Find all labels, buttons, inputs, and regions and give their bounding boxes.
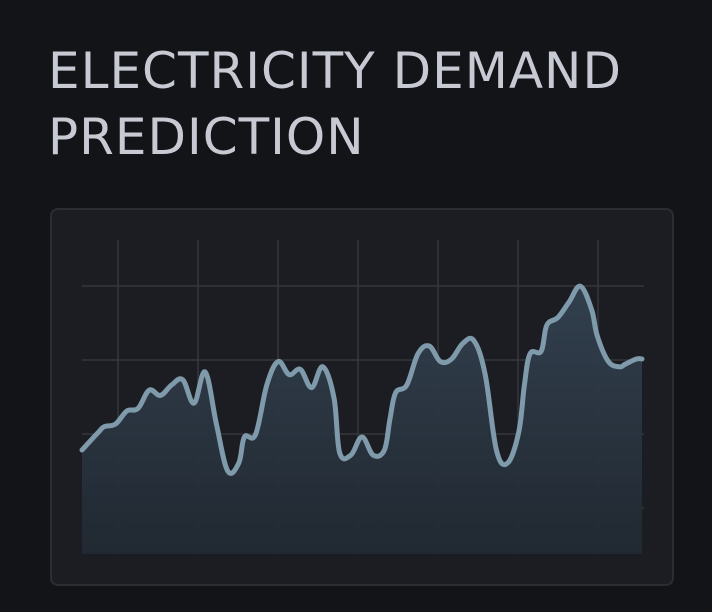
line-layer <box>79 283 645 476</box>
area-layer <box>82 286 642 554</box>
demand-chart <box>79 240 645 554</box>
chart-panel <box>50 208 674 586</box>
demand-line <box>79 283 645 476</box>
demand-area <box>82 286 642 554</box>
page-title: ELECTRICITY DEMAND PREDICTION <box>48 42 622 166</box>
